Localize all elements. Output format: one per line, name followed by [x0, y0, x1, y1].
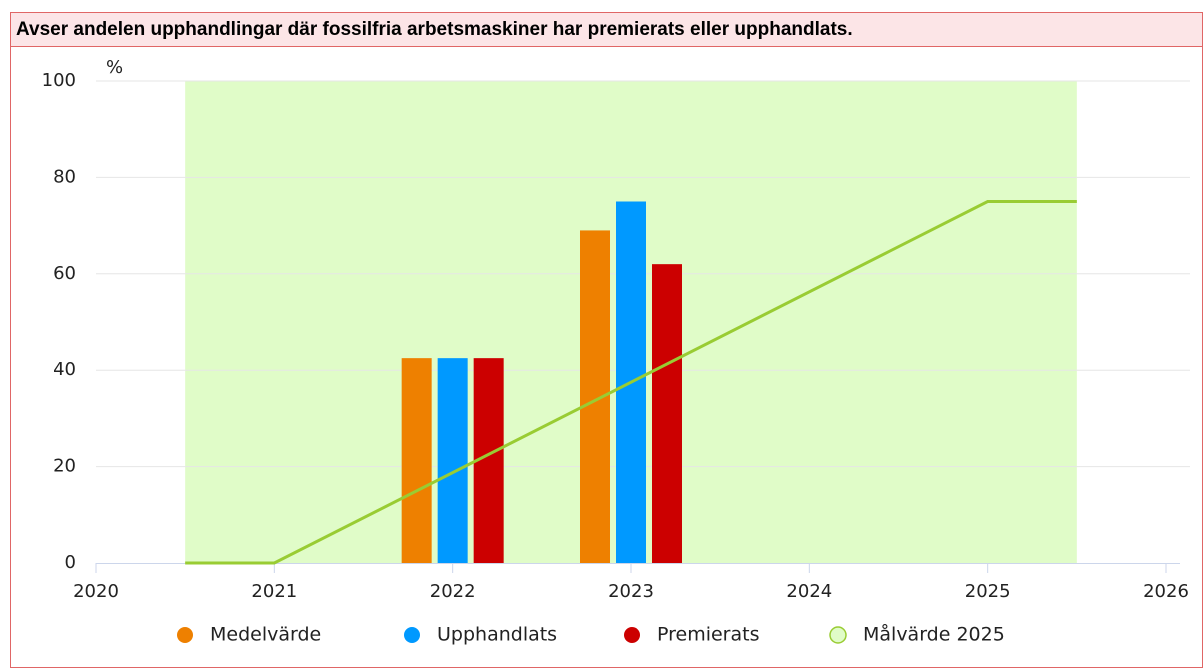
x-tick-label: 2025: [965, 581, 1011, 602]
y-tick-label: 0: [65, 552, 76, 573]
y-axis-label: %: [106, 57, 123, 78]
x-tick-label: 2022: [430, 581, 476, 602]
bar: [437, 358, 468, 563]
legend-marker: [829, 626, 847, 644]
legend-label: Premierats: [657, 624, 760, 646]
legend-label: Målvärde 2025: [863, 623, 1005, 646]
x-tick-label: 2023: [608, 581, 654, 602]
y-tick-label: 60: [53, 263, 76, 284]
y-tick-label: 80: [53, 166, 76, 187]
y-tick-label: 100: [42, 70, 76, 91]
title-bar: [10, 12, 1203, 47]
legend-marker: [404, 627, 420, 643]
x-tick-label: 2026: [1143, 581, 1189, 602]
legend-label: Medelvärde: [210, 624, 321, 646]
y-tick-label: 40: [53, 359, 76, 380]
chart-title: Avser andelen upphandlingar där fossilfr…: [16, 19, 853, 40]
x-tick-label: 2024: [786, 581, 832, 602]
legend-marker: [177, 627, 193, 643]
x-tick-label: 2021: [251, 581, 297, 602]
y-tick-label: 20: [53, 456, 76, 477]
target-line: [185, 200, 1077, 565]
legend-marker: [624, 627, 640, 643]
bar: [401, 358, 432, 563]
legend-label: Upphandlats: [437, 624, 557, 646]
bar: [652, 264, 682, 563]
x-tick-label: 2020: [73, 581, 119, 602]
